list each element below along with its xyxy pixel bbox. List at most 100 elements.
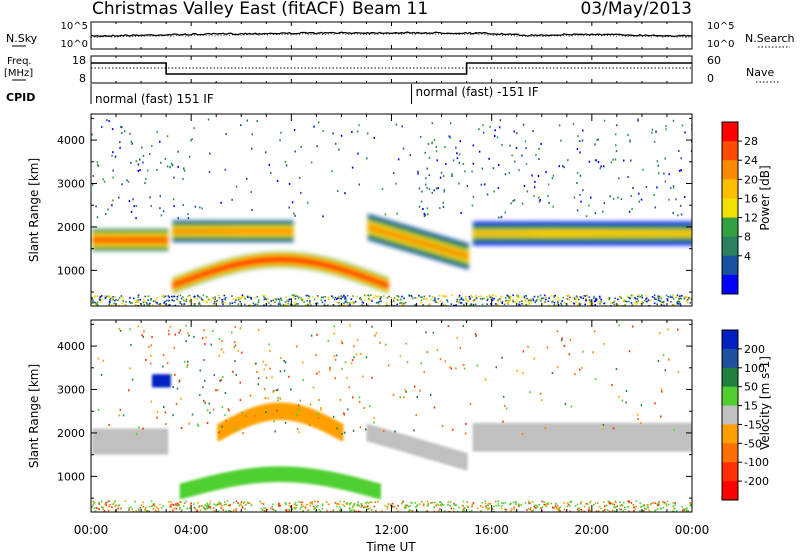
power-cell [377,228,382,233]
power-speckle [235,185,238,188]
ground-scatter [561,300,564,302]
velocity-speckle [456,336,459,339]
power-cell [372,226,377,231]
velocity-ground-scatter [107,509,110,512]
colorbar-frame [721,329,739,501]
ground-scatter [155,297,158,300]
velocity-ground-scatter [672,505,675,507]
ground-scatter [151,304,154,306]
velocity-speckle [141,334,143,337]
velocity-speckle [353,356,355,359]
ground-scatter [523,295,526,298]
velocity-cell [350,476,354,492]
velocity-speckle [373,421,375,424]
power-cell [645,231,650,236]
y-tick-label: 2000 [57,427,85,440]
velocity-speckle [279,370,282,373]
velocity-ground-scatter [172,504,175,506]
velocity-speckle [245,415,247,418]
velocity-ground-scatter [588,508,590,510]
power-cell [432,244,437,249]
velocity-cell [450,449,456,467]
power-speckle [225,133,227,136]
ground-scatter [509,299,512,301]
velocity-ground-scatter [196,509,199,512]
power-cell [202,229,206,234]
colorbar-tick-label: -200 [744,475,769,488]
ground-scatter [627,296,630,299]
power-speckle [481,167,484,170]
power-cell [380,228,384,234]
velocity-ground-scatter [137,508,140,511]
ground-scatter [474,303,477,306]
power-speckle [422,207,424,210]
power-speckle [499,119,502,122]
power-speckle [638,192,640,195]
power-speckle [423,212,426,215]
power-cell [365,276,369,279]
velocity-ground-scatter [563,508,566,511]
velocity-speckle [257,383,260,386]
velocity-cell [374,426,380,444]
ground-scatter [279,297,282,300]
ground-scatter [364,299,366,301]
velocity-ground-scatter [229,509,232,512]
ground-scatter [658,295,660,298]
velocity-cell [682,422,686,452]
velocity-ground-scatter [235,508,238,510]
power-speckle [548,201,550,204]
ground-scatter [324,299,326,302]
power-cell [214,268,219,272]
velocity-speckle [348,386,350,389]
velocity-ground-scatter [535,504,538,507]
ground-scatter [557,296,559,299]
velocity-ground-scatter [440,503,443,505]
velocity-speckle [234,428,237,431]
velocity-ground-scatter [375,509,377,512]
ground-scatter [617,304,620,306]
velocity-ground-scatter [104,503,106,505]
velocity-cell [311,409,315,427]
power-cell [520,231,524,236]
velocity-ground-scatter [452,507,455,510]
power-speckle [440,171,443,174]
velocity-speckle [296,409,298,412]
velocity-speckle [392,393,395,396]
velocity-speckle [191,413,194,416]
power-speckle [92,174,94,177]
ground-scatter [291,294,294,297]
power-cell [280,258,284,261]
ground-scatter [577,298,580,301]
velocity-ground-scatter [373,505,376,508]
velocity-ground-scatter [580,501,583,503]
velocity-speckle [658,332,661,335]
velocity-ground-scatter [153,503,156,505]
power-cell [620,231,625,236]
velocity-cell [336,472,340,489]
velocity-ground-scatter [339,500,342,503]
velocity-speckle [484,378,487,381]
power-cell [207,271,211,274]
power-cell [245,229,249,234]
power-speckle [431,142,433,145]
power-speckle [492,167,495,170]
velocity-cell [240,469,244,486]
ground-scatter [528,301,530,304]
ground-scatter [248,295,251,298]
power-speckle [264,151,267,154]
velocity-ground-scatter [225,510,227,512]
power-cell [420,240,424,245]
power-speckle [449,122,452,125]
velocity-ground-scatter [408,510,410,512]
power-speckle [601,210,604,213]
velocity-ground-scatter [357,510,360,512]
ground-scatter [507,295,510,297]
velocity-cell [158,428,162,455]
velocity-speckle [449,366,451,369]
ground-scatter [459,301,462,304]
power-cell [590,231,595,236]
velocity-cell [162,374,166,388]
velocity-cell [265,403,269,422]
ground-scatter [310,304,312,306]
ground-scatter [575,295,578,297]
